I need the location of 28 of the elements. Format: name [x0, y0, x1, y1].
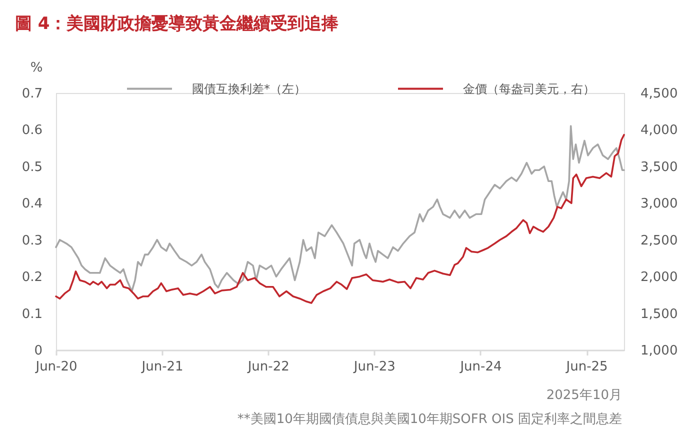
y2-tick-label: 4,500	[640, 86, 678, 102]
y2-tick-label: 1,500	[640, 306, 678, 322]
y-tick-label: 0.1	[22, 306, 42, 322]
text: **美國10年期國債債息與美國10年期SOFR OIS 固定利率之間息差	[237, 411, 622, 427]
x-tick-label: Jun-20	[34, 360, 78, 374]
y-tick-label: 0.5	[22, 160, 42, 175]
y-tick-label: 0.3	[22, 233, 42, 248]
y2-tick-label: 3,000	[640, 196, 678, 212]
y-tick-label: 0.2	[22, 270, 42, 286]
y2-tick-label: 2,000	[640, 270, 678, 286]
x-tick-label: Jun-21	[140, 360, 184, 374]
y2-tick-label: 4,000	[640, 123, 678, 138]
y-tick-label: 0.7	[22, 86, 42, 102]
y-axis-title: %	[30, 60, 43, 76]
y2-tick-label: 2,500	[640, 233, 678, 248]
x-tick-label: Jun-22	[246, 360, 290, 374]
text: 2025年10月	[546, 388, 622, 403]
y2-tick-label: 1,000	[640, 344, 678, 358]
y-tick-label: 0.4	[22, 196, 42, 212]
y-tick-label: 0	[34, 344, 42, 358]
chart-title: 圖 4：美國財政擔憂導致黃金繼續受到追捧	[15, 14, 340, 34]
y-tick-label: 0.6	[22, 123, 42, 138]
x-tick-label: Jun-25	[565, 360, 608, 374]
y2-tick-label: 3,500	[640, 160, 678, 175]
x-tick-label: Jun-23	[352, 360, 396, 374]
x-tick-label: Jun-24	[459, 360, 502, 374]
legend-label: 金價（每盎司美元，右）	[463, 82, 595, 96]
legend-label: 國債互換利差*（左）	[192, 82, 306, 96]
